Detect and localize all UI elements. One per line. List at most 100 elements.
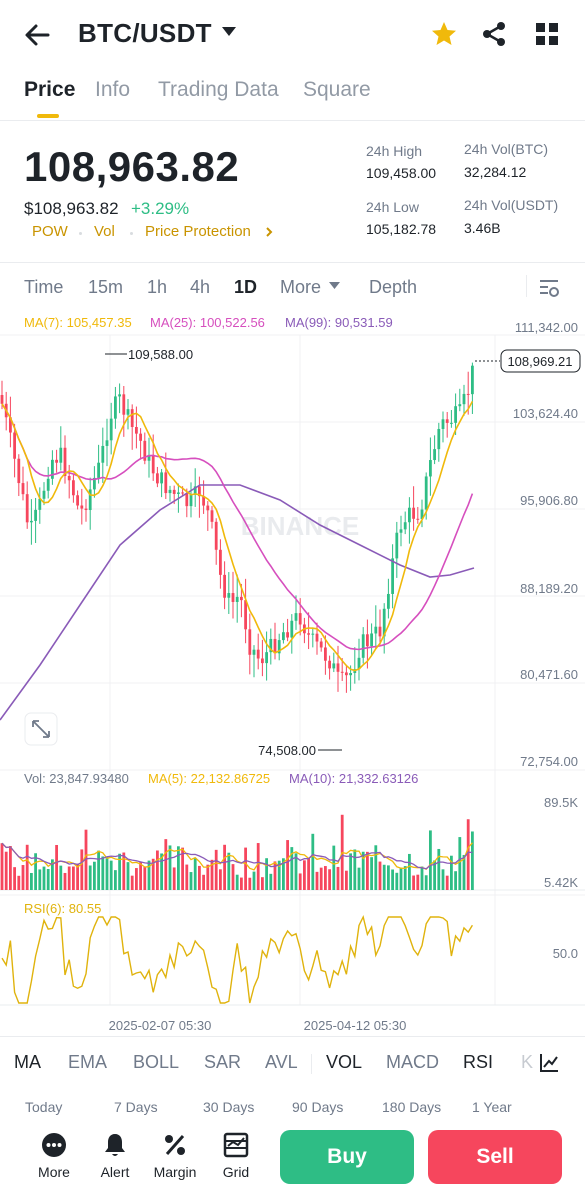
candle-body [466,393,470,395]
pair-dropdown-icon[interactable] [222,27,236,36]
chevron-right-icon[interactable] [264,226,274,238]
tag-vol[interactable]: Vol [94,223,115,240]
favorite-star-icon[interactable] [430,20,458,48]
volume-bar [130,875,134,890]
tag-pow[interactable]: POW [32,223,68,240]
volume-bar [189,872,193,890]
indicator-macd[interactable]: MACD [386,1052,439,1072]
candle-body [408,507,411,523]
candle-body [416,518,420,520]
interval-time[interactable]: Time [24,277,64,297]
volume-axis-tick: 89.5K [544,795,578,810]
indicator-sar[interactable]: SAR [204,1052,242,1072]
tab-trading-data[interactable]: Trading Data [158,78,279,101]
divider [311,1054,312,1074]
volume-bar [126,862,130,890]
volume-bar [454,871,457,890]
interval-1h[interactable]: 1h [147,277,168,297]
volume-bar [265,858,268,890]
period-1-year[interactable]: 1 Year [472,1099,512,1115]
period-today[interactable]: Today [25,1099,63,1115]
volume-bar [63,872,67,890]
period-7-days[interactable]: 7 Days [114,1099,158,1115]
interval-4h[interactable]: 4h [190,277,211,297]
vol-usdt-label: 24h Vol(USDT) [464,197,559,213]
volume-bar [336,866,340,890]
bottom-action-bar: More Alert Margin Grid Buy Sell [0,1120,585,1200]
indicator-vol[interactable]: VOL [326,1052,363,1072]
interval-1d[interactable]: 1D [234,277,258,297]
sell-button[interactable]: Sell [428,1130,562,1184]
volume-bar [172,867,176,890]
interval-15m[interactable]: 15m [88,277,124,297]
indicator-settings-icon[interactable] [538,1052,560,1074]
candle-body [160,472,163,484]
candle-body [454,406,457,423]
price-axis-tick: 95,906.80 [520,493,578,508]
watermark: BINANCE [241,511,359,541]
alert-button[interactable]: Alert [87,1132,143,1180]
period-90-days[interactable]: 90 Days [292,1099,344,1115]
back-arrow-icon[interactable] [22,20,52,50]
candle-body [156,473,159,484]
candle-body [189,494,193,507]
more-button[interactable]: More [26,1132,82,1180]
volume-bar [143,866,147,890]
share-icon[interactable] [480,20,508,48]
candle-body [143,440,147,461]
candle-body [168,489,172,494]
indicator-ma[interactable]: MA [14,1052,41,1072]
tab-price[interactable]: Price [24,78,76,101]
candle-body [147,454,151,461]
vol-btc-value: 32,284.12 [464,164,527,180]
indicator-avl[interactable]: AVL [265,1052,298,1072]
indicator-rsi[interactable]: RSI [463,1052,494,1072]
candle-body [210,510,214,522]
candle-body [72,480,75,496]
trading-pair-title[interactable]: BTC/USDT [78,18,212,48]
candlestick-chart[interactable]: BINANCE MA(7): 105,457.35 MA(25): 100,52… [0,305,585,1035]
grid-menu-icon[interactable] [533,20,561,48]
candle-body [227,593,231,598]
candle-body [395,532,399,559]
high-24h-label: 24h High [366,143,423,159]
expand-icon[interactable] [32,720,50,738]
candle-body [298,613,302,625]
price-change-percent: +3.29% [131,199,190,218]
candle-body [471,365,474,395]
volume-bar [84,829,88,890]
interval-more[interactable]: More [280,277,322,297]
period-30-days[interactable]: 30 Days [203,1099,255,1115]
chart-settings-icon[interactable] [538,277,560,299]
tag-price-protection[interactable]: Price Protection [145,223,251,240]
volume-bar [135,868,138,890]
margin-button[interactable]: Margin [147,1132,203,1180]
vol-usdt-value: 3.46B [464,220,501,236]
indicator-boll[interactable]: BOLL [133,1052,180,1072]
tab-info[interactable]: Info [95,78,131,101]
caret-down-icon[interactable] [329,282,340,290]
buy-button[interactable]: Buy [280,1130,414,1184]
tab-square[interactable]: Square [303,78,371,101]
indicator-kdj[interactable]: K [521,1052,534,1072]
volume-bar [67,866,71,890]
volume-bar [298,873,302,890]
period-180-days[interactable]: 180 Days [382,1099,442,1115]
tab-depth[interactable]: Depth [369,277,418,297]
grid-button[interactable]: Grid [208,1132,264,1180]
candle-body [445,419,449,423]
volume-bar [261,877,264,890]
divider [526,275,527,297]
volume-bar [303,860,306,890]
ma99-legend: MA(99): 90,531.59 [285,315,393,330]
candle-body [223,574,226,598]
volume-bar [147,860,151,890]
candle-body [30,520,33,523]
candle-body [101,445,105,463]
volume-bar [462,854,466,890]
indicator-ema[interactable]: EMA [68,1052,108,1072]
price-axis-tick: 88,189.20 [520,581,578,596]
candle-body [336,663,340,672]
performance-periods: Today 7 Days 30 Days 90 Days 180 Days 1 … [0,1099,585,1119]
volume-bar [240,877,243,890]
